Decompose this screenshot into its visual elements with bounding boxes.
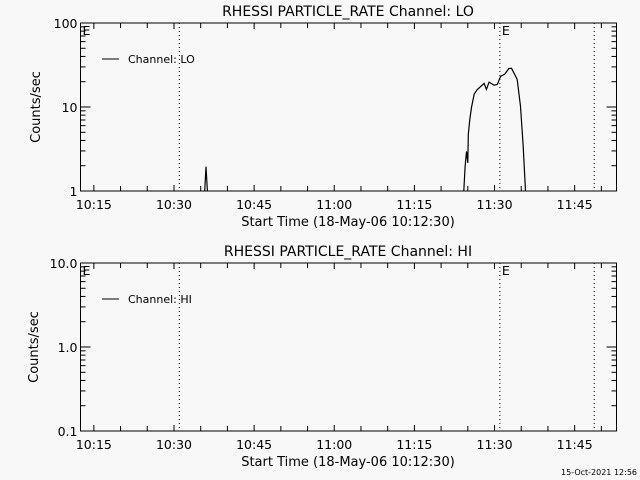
- data-series-line: [463, 67, 527, 192]
- data-series-line: [204, 166, 208, 192]
- y-tick-label: 100: [54, 16, 78, 31]
- event-marker-label: E: [502, 23, 510, 38]
- event-marker-label: E: [502, 263, 510, 278]
- plot-frame: [80, 262, 617, 432]
- x-tick-label: 11:15: [396, 437, 432, 452]
- x-tick-label: 10:45: [236, 437, 272, 452]
- x-axis-label: Start Time (18-May-06 10:12:30): [241, 455, 455, 470]
- x-tick-label: 11:30: [477, 437, 513, 452]
- x-tick-label: 10:15: [76, 437, 112, 452]
- x-tick-label: 11:45: [557, 437, 593, 452]
- x-tick-label: 10:30: [156, 197, 192, 212]
- y-tick-label: 10.0: [50, 256, 78, 271]
- x-tick-label: 10:15: [76, 197, 112, 212]
- y-tick-label: 1: [70, 184, 78, 199]
- x-axis-label: Start Time (18-May-06 10:12:30): [241, 215, 455, 230]
- x-tick-label: 11:15: [396, 197, 432, 212]
- chart-title: RHESSI PARTICLE_RATE Channel: HI: [224, 244, 472, 260]
- x-tick-label: 11:00: [316, 437, 352, 452]
- x-tick-label: 10:45: [236, 197, 272, 212]
- x-tick-label: 11:30: [477, 197, 513, 212]
- y-tick-label: 0.1: [58, 424, 78, 439]
- chart-title: RHESSI PARTICLE_RATE Channel: LO: [222, 4, 474, 20]
- legend-entry: Channel: LO: [128, 53, 195, 66]
- y-axis-label: Counts/sec: [27, 311, 42, 383]
- plot-frame: [80, 22, 617, 192]
- y-axis-label: Counts/sec: [29, 71, 44, 143]
- y-tick-label: 1.0: [58, 340, 78, 355]
- x-tick-label: 11:00: [316, 197, 352, 212]
- legend-entry: Channel: HI: [128, 293, 192, 306]
- event-marker-label: E: [83, 23, 91, 38]
- event-marker-label: E: [83, 263, 91, 278]
- chart-1: RHESSI PARTICLE_RATE Channel: HI 10:15 10:…: [27, 244, 617, 470]
- x-tick-label: 10:30: [156, 437, 192, 452]
- footer-timestamp: 15-Oct-2021 12:56: [561, 468, 637, 477]
- chart-0: RHESSI PARTICLE_RATE Channel: LO 10:15 10:…: [29, 4, 617, 230]
- y-tick-label: 10: [62, 100, 78, 115]
- x-tick-label: 11:45: [557, 197, 593, 212]
